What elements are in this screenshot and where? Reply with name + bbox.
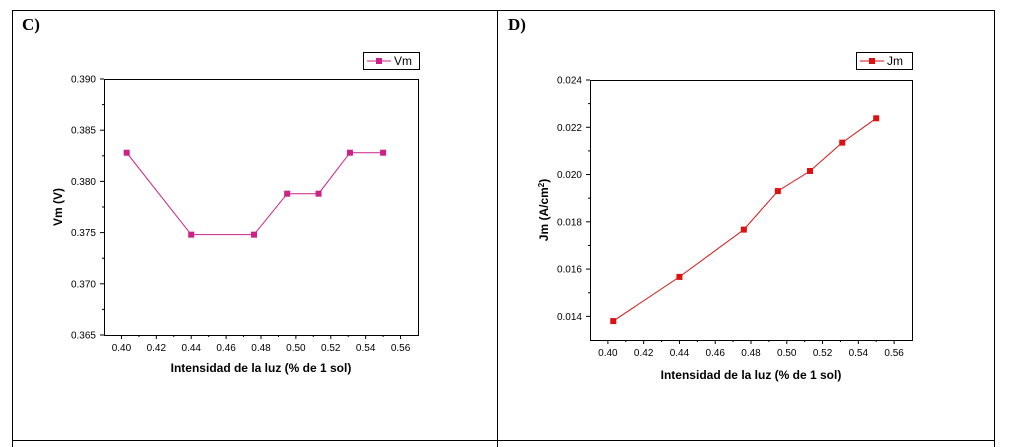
legend-label: Vm: [394, 54, 412, 68]
y-tick-label: 0.365: [71, 331, 96, 342]
data-point-jm: [839, 139, 846, 146]
legend-label: Jm: [887, 54, 903, 68]
data-point-vm: [123, 149, 130, 156]
chart-vm: 0.40 0.42 0.44 0.46 0.48 0.50 0.52 0.54 0.56 0.36…: [51, 52, 420, 375]
y-tick-label: 0.375: [71, 228, 96, 239]
y-tick-label: 0.020: [557, 170, 582, 181]
data-point-jm: [740, 226, 747, 233]
y-tick-label: 0.018: [557, 217, 582, 228]
data-point-vm: [251, 231, 258, 238]
chart-jm: 0.40 0.42 0.44 0.46 0.48 0.50 0.52 0.54 0.56 0.01…: [537, 52, 913, 382]
legend-marker: [376, 58, 382, 64]
y-tick-label: 0.385: [71, 126, 96, 137]
x-tick-label: 0.54: [356, 343, 376, 354]
x-tick-label: 0.52: [813, 348, 833, 359]
y-axis-title: Jm (A/cm2): [537, 179, 552, 241]
series-line-vm: [126, 152, 384, 236]
x-tick-label: 0.56: [391, 343, 411, 354]
data-point-jm: [873, 115, 880, 122]
y-tick-label: 0.016: [557, 265, 582, 276]
data-point-jm: [774, 188, 781, 195]
data-point-jm: [610, 318, 617, 325]
data-point-vm: [188, 231, 195, 238]
x-tick-label: 0.56: [884, 348, 904, 359]
data-point-vm: [346, 149, 353, 156]
legend-marker: [869, 58, 875, 64]
y-axis-title: Vm (V): [51, 188, 65, 226]
panel-c-letter: C): [22, 15, 40, 34]
x-tick-label: 0.40: [598, 348, 618, 359]
x-tick-label: 0.46: [705, 348, 725, 359]
x-tick-label: 0.54: [849, 348, 869, 359]
x-tick-label: 0.48: [251, 343, 271, 354]
data-point-vm: [315, 190, 322, 197]
panel-d-letter: D): [508, 15, 526, 34]
x-tick-label: 0.46: [216, 343, 236, 354]
y-tick-label: 0.380: [71, 177, 96, 188]
series-line-jm: [612, 117, 877, 322]
y-tick-label: 0.390: [71, 75, 96, 86]
x-tick-label: 0.44: [181, 343, 201, 354]
x-tick-label: 0.42: [634, 348, 654, 359]
y-tick-label: 0.014: [557, 312, 582, 323]
x-tick-label: 0.48: [741, 348, 761, 359]
data-point-vm: [380, 149, 387, 156]
x-tick-label: 0.50: [286, 343, 306, 354]
x-axis-title: Intensidad de la luz (% de 1 sol): [661, 368, 842, 382]
x-tick-label: 0.50: [777, 348, 797, 359]
y-tick-label: 0.022: [557, 123, 582, 134]
y-tick-label: 0.370: [71, 279, 96, 290]
data-point-jm: [807, 168, 814, 174]
plot-area: [590, 80, 913, 341]
x-tick-label: 0.44: [670, 348, 690, 359]
data-point-jm: [676, 273, 683, 280]
x-axis-title: Intensidad de la luz (% de 1 sol): [171, 361, 352, 375]
x-tick-label: 0.42: [147, 343, 167, 354]
legend-box: [856, 52, 913, 70]
x-tick-label: 0.40: [112, 343, 132, 354]
x-tick-label: 0.52: [321, 343, 341, 354]
y-tick-label: 0.024: [557, 76, 582, 87]
data-point-vm: [284, 190, 291, 197]
plot-area: [104, 79, 419, 336]
panel-d-border: [497, 10, 995, 447]
legend-box: [363, 52, 420, 70]
